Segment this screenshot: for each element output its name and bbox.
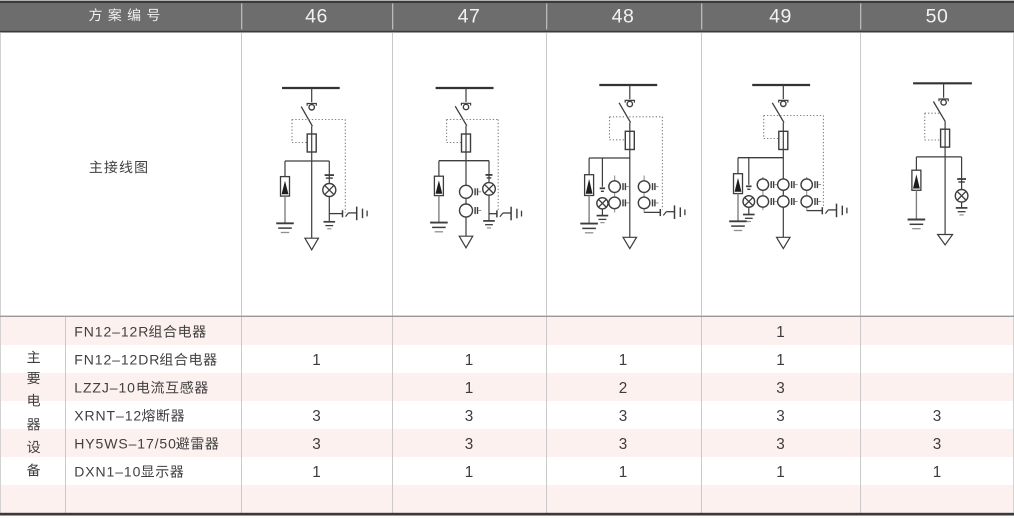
svg-text:3: 3: [776, 436, 785, 453]
svg-text:1: 1: [776, 352, 785, 369]
svg-text:47: 47: [458, 6, 481, 28]
svg-text:1: 1: [776, 464, 785, 481]
svg-text:50: 50: [926, 6, 949, 28]
svg-text:3: 3: [619, 436, 628, 453]
svg-text:1: 1: [312, 464, 321, 481]
svg-text:3: 3: [933, 408, 942, 425]
svg-text:46: 46: [305, 6, 328, 28]
svg-text:1: 1: [619, 352, 628, 369]
svg-text:3: 3: [312, 436, 321, 453]
svg-text:3: 3: [776, 380, 785, 397]
svg-text:HY5WS–17/50: HY5WS–17/50: [74, 436, 177, 452]
svg-text:1: 1: [465, 352, 474, 369]
svg-text:1: 1: [619, 464, 628, 481]
svg-text:1: 1: [312, 352, 321, 369]
svg-text:3: 3: [933, 436, 942, 453]
svg-text:3: 3: [776, 408, 785, 425]
svg-text:3: 3: [465, 408, 474, 425]
svg-text:FN12–12R: FN12–12R: [74, 324, 149, 340]
svg-text:1: 1: [465, 464, 474, 481]
svg-text:DXN1–10: DXN1–10: [74, 464, 141, 480]
svg-text:3: 3: [619, 408, 628, 425]
svg-text:FN12–12DR: FN12–12DR: [74, 352, 160, 368]
svg-text:3: 3: [312, 408, 321, 425]
svg-text:LZZJ–10: LZZJ–10: [74, 380, 136, 396]
svg-text:1: 1: [465, 380, 474, 397]
svg-text:1: 1: [776, 324, 785, 341]
svg-text:48: 48: [612, 6, 635, 28]
svg-text:3: 3: [465, 436, 474, 453]
svg-text:XRNT–12: XRNT–12: [74, 408, 142, 424]
svg-text:1: 1: [933, 464, 942, 481]
svg-text:2: 2: [619, 380, 628, 397]
svg-text:49: 49: [769, 6, 792, 28]
